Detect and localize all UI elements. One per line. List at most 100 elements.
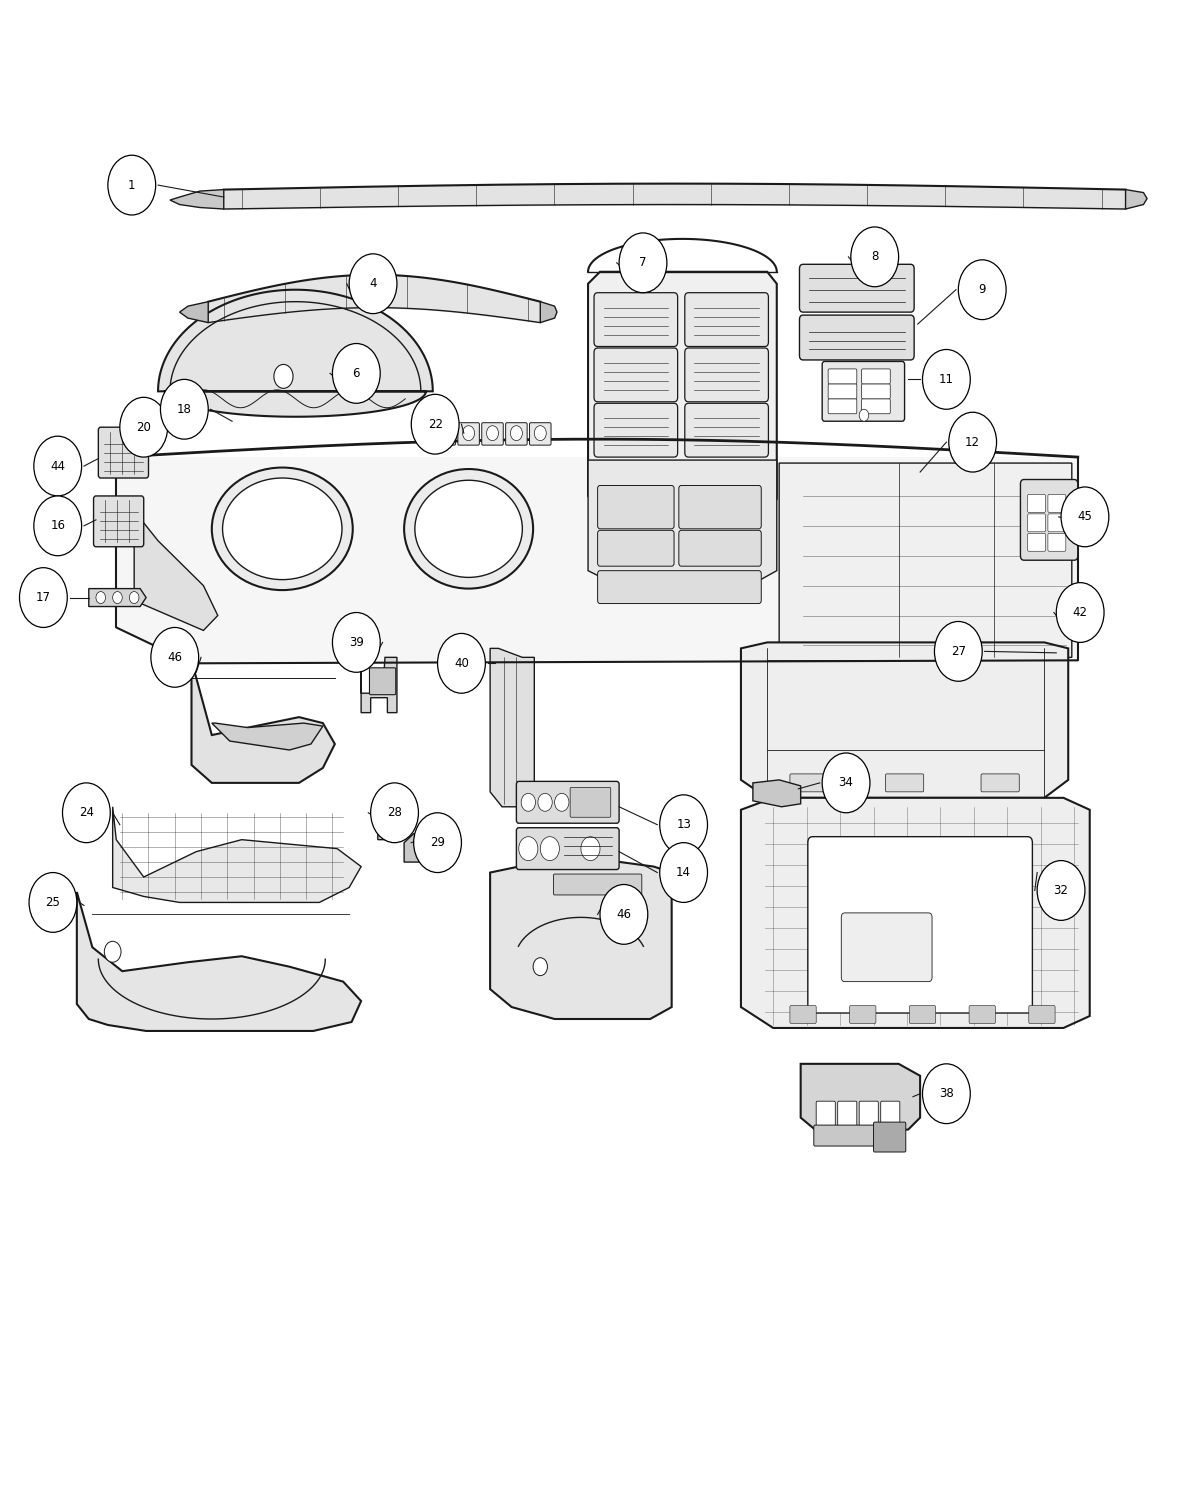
FancyBboxPatch shape bbox=[505, 423, 527, 445]
FancyBboxPatch shape bbox=[594, 404, 678, 457]
FancyBboxPatch shape bbox=[790, 1005, 816, 1023]
Circle shape bbox=[660, 795, 708, 855]
FancyBboxPatch shape bbox=[1020, 480, 1078, 560]
Text: 40: 40 bbox=[454, 657, 469, 670]
FancyBboxPatch shape bbox=[458, 423, 479, 445]
Polygon shape bbox=[588, 272, 776, 512]
FancyBboxPatch shape bbox=[859, 1101, 878, 1128]
FancyBboxPatch shape bbox=[828, 384, 857, 399]
Polygon shape bbox=[740, 798, 1090, 1028]
Text: 29: 29 bbox=[430, 836, 445, 849]
Text: 4: 4 bbox=[370, 278, 377, 290]
Text: 38: 38 bbox=[940, 1088, 954, 1100]
FancyBboxPatch shape bbox=[516, 828, 619, 870]
Polygon shape bbox=[540, 302, 557, 322]
Polygon shape bbox=[192, 660, 335, 783]
FancyBboxPatch shape bbox=[814, 1125, 900, 1146]
Text: 39: 39 bbox=[349, 636, 364, 650]
Text: 11: 11 bbox=[938, 374, 954, 386]
Circle shape bbox=[108, 154, 156, 214]
Circle shape bbox=[34, 436, 82, 496]
Text: 32: 32 bbox=[1054, 884, 1068, 897]
Polygon shape bbox=[378, 807, 407, 840]
Text: 27: 27 bbox=[950, 645, 966, 658]
Circle shape bbox=[1061, 488, 1109, 548]
Ellipse shape bbox=[404, 470, 533, 588]
FancyBboxPatch shape bbox=[982, 774, 1019, 792]
Circle shape bbox=[521, 794, 535, 812]
Circle shape bbox=[923, 1064, 971, 1124]
FancyBboxPatch shape bbox=[862, 399, 890, 414]
FancyBboxPatch shape bbox=[828, 369, 857, 384]
Circle shape bbox=[120, 398, 168, 458]
FancyBboxPatch shape bbox=[529, 423, 551, 445]
FancyBboxPatch shape bbox=[910, 1005, 936, 1023]
FancyBboxPatch shape bbox=[881, 1101, 900, 1128]
Polygon shape bbox=[1126, 189, 1147, 209]
FancyBboxPatch shape bbox=[679, 486, 761, 530]
Circle shape bbox=[332, 612, 380, 672]
Circle shape bbox=[439, 426, 451, 441]
Circle shape bbox=[332, 344, 380, 404]
Polygon shape bbox=[361, 657, 397, 712]
FancyBboxPatch shape bbox=[970, 1005, 995, 1023]
FancyBboxPatch shape bbox=[850, 1005, 876, 1023]
Text: 22: 22 bbox=[427, 417, 443, 430]
Circle shape bbox=[19, 567, 67, 627]
Circle shape bbox=[104, 942, 121, 962]
Circle shape bbox=[161, 380, 209, 440]
Circle shape bbox=[463, 426, 474, 441]
FancyBboxPatch shape bbox=[570, 788, 611, 818]
FancyBboxPatch shape bbox=[553, 874, 642, 896]
Circle shape bbox=[274, 364, 293, 388]
FancyBboxPatch shape bbox=[790, 774, 828, 792]
Ellipse shape bbox=[415, 480, 522, 578]
FancyBboxPatch shape bbox=[594, 348, 678, 402]
Text: 45: 45 bbox=[1078, 510, 1092, 524]
Circle shape bbox=[412, 394, 460, 454]
Text: 14: 14 bbox=[676, 865, 691, 879]
Circle shape bbox=[619, 232, 667, 292]
Text: 46: 46 bbox=[167, 651, 182, 664]
Circle shape bbox=[859, 410, 869, 422]
Polygon shape bbox=[134, 512, 217, 630]
Text: 13: 13 bbox=[676, 818, 691, 831]
Circle shape bbox=[1037, 861, 1085, 921]
Circle shape bbox=[923, 350, 971, 410]
FancyBboxPatch shape bbox=[799, 264, 914, 312]
Circle shape bbox=[822, 753, 870, 813]
Circle shape bbox=[935, 621, 983, 681]
FancyBboxPatch shape bbox=[1048, 514, 1066, 532]
Circle shape bbox=[113, 591, 122, 603]
Text: 25: 25 bbox=[46, 896, 60, 909]
FancyBboxPatch shape bbox=[808, 837, 1032, 1013]
FancyBboxPatch shape bbox=[841, 914, 932, 981]
FancyBboxPatch shape bbox=[598, 570, 761, 603]
FancyBboxPatch shape bbox=[862, 369, 890, 384]
Polygon shape bbox=[779, 464, 1072, 657]
FancyBboxPatch shape bbox=[1028, 1005, 1055, 1023]
Text: 12: 12 bbox=[965, 435, 980, 448]
Circle shape bbox=[510, 426, 522, 441]
FancyBboxPatch shape bbox=[594, 292, 678, 346]
FancyBboxPatch shape bbox=[679, 531, 761, 566]
Polygon shape bbox=[588, 460, 776, 582]
Circle shape bbox=[533, 957, 547, 975]
Circle shape bbox=[660, 843, 708, 903]
Circle shape bbox=[534, 426, 546, 441]
Circle shape bbox=[371, 783, 419, 843]
FancyBboxPatch shape bbox=[1048, 534, 1066, 550]
Polygon shape bbox=[490, 648, 534, 807]
Text: 9: 9 bbox=[978, 284, 986, 296]
FancyBboxPatch shape bbox=[481, 423, 503, 445]
Text: 44: 44 bbox=[50, 459, 65, 472]
Circle shape bbox=[554, 794, 569, 812]
Polygon shape bbox=[77, 892, 361, 1030]
FancyBboxPatch shape bbox=[516, 782, 619, 824]
Polygon shape bbox=[740, 642, 1068, 798]
Circle shape bbox=[486, 426, 498, 441]
FancyBboxPatch shape bbox=[838, 1101, 857, 1128]
Circle shape bbox=[96, 591, 106, 603]
FancyBboxPatch shape bbox=[799, 315, 914, 360]
FancyBboxPatch shape bbox=[886, 774, 924, 792]
